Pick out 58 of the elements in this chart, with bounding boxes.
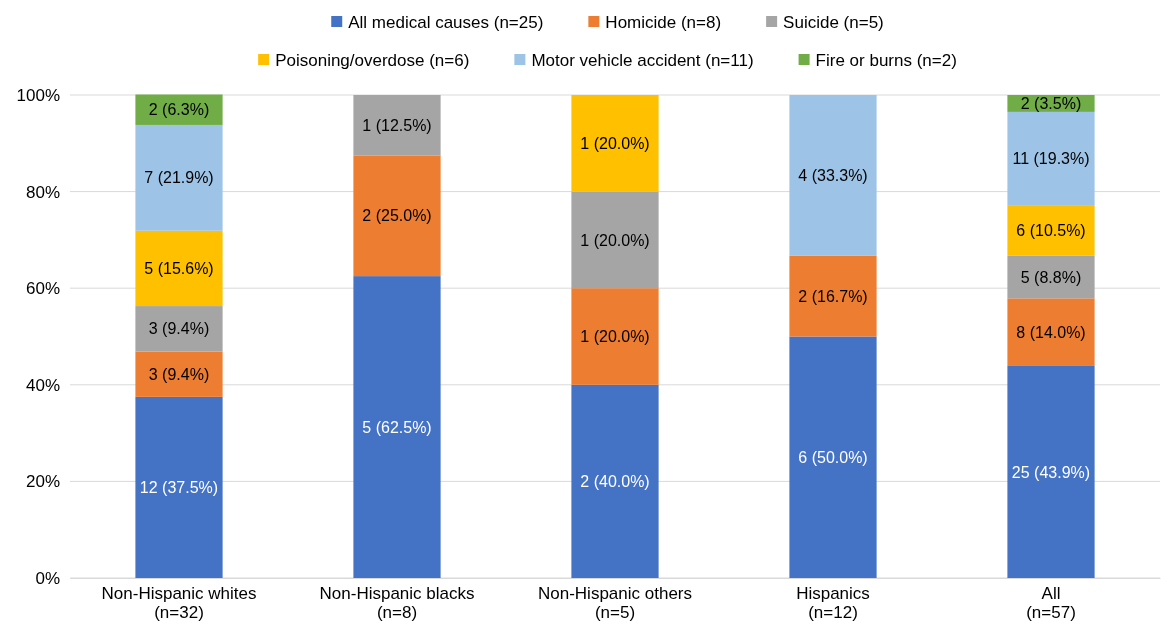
bar <box>353 95 441 156</box>
data-label: 8 (14.0%) <box>1016 323 1086 341</box>
legend-label: Suicide (n=5) <box>783 12 884 32</box>
bar <box>789 255 877 337</box>
data-label: 6 (10.5%) <box>1016 222 1086 240</box>
data-label: 6 (50.0%) <box>798 448 868 466</box>
legend-label: All medical causes (n=25) <box>348 12 544 32</box>
bar <box>353 276 441 578</box>
data-label: 2 (6.3%) <box>148 101 210 119</box>
data-label: 1 (20.0%) <box>580 231 650 249</box>
data-label: 5 (62.5%) <box>362 418 432 436</box>
x-tick-label: Hispanics (n=12) <box>796 584 870 622</box>
bar <box>789 336 877 578</box>
data-label: 2 (3.5%) <box>1020 95 1082 113</box>
legend-label: Poisoning/overdose (n=6) <box>275 50 470 70</box>
data-label: 1 (12.5%) <box>362 116 432 134</box>
x-tick-label: All (n=57) <box>1026 584 1076 622</box>
data-label: 12 (37.5%) <box>139 479 219 497</box>
bar <box>135 306 223 352</box>
bar <box>135 230 223 307</box>
bar <box>1007 298 1095 366</box>
legend-label: Homicide (n=8) <box>605 12 722 32</box>
y-tick-label: 80% <box>25 182 60 202</box>
data-label: 1 (20.0%) <box>580 328 650 346</box>
data-label: 3 (9.4%) <box>148 320 210 338</box>
y-tick-label: 100% <box>16 85 60 105</box>
bar <box>135 124 223 231</box>
data-label: 3 (9.4%) <box>148 365 210 383</box>
x-tick-label: Non-Hispanic blacks (n=8) <box>319 584 475 622</box>
legend-label: Fire or burns (n=2) <box>815 50 957 70</box>
bar <box>135 351 223 397</box>
data-label: 7 (21.9%) <box>144 169 214 187</box>
data-label: 2 (25.0%) <box>362 207 432 225</box>
data-label: 2 (16.7%) <box>798 287 868 305</box>
bar <box>135 396 223 578</box>
bar <box>571 384 659 578</box>
bar <box>353 155 441 277</box>
x-tick-label: Non-Hispanic others (n=5) <box>537 584 693 622</box>
legend-label: Motor vehicle accident (n=11) <box>531 50 754 70</box>
bar <box>571 288 659 385</box>
y-tick-label: 60% <box>25 279 60 299</box>
bar <box>571 191 659 289</box>
data-label: 1 (20.0%) <box>580 134 650 152</box>
bar <box>1007 111 1095 206</box>
bar <box>789 95 877 256</box>
y-tick-label: 40% <box>25 375 60 395</box>
data-label: 2 (40.0%) <box>580 473 650 490</box>
data-label: 25 (43.9%) <box>1011 463 1091 481</box>
data-label: 5 (8.8%) <box>1020 268 1082 286</box>
data-label: 5 (15.6%) <box>144 260 214 277</box>
bar <box>1007 205 1095 256</box>
x-tick-label: Non-Hispanic whites (n=32) <box>101 584 257 622</box>
bar <box>571 95 659 192</box>
data-label: 11 (19.3%) <box>1012 150 1090 168</box>
data-label: 4 (33.3%) <box>798 167 868 185</box>
y-tick-label: 0% <box>35 568 60 588</box>
y-tick-label: 20% <box>25 472 60 492</box>
bar <box>1007 365 1095 578</box>
